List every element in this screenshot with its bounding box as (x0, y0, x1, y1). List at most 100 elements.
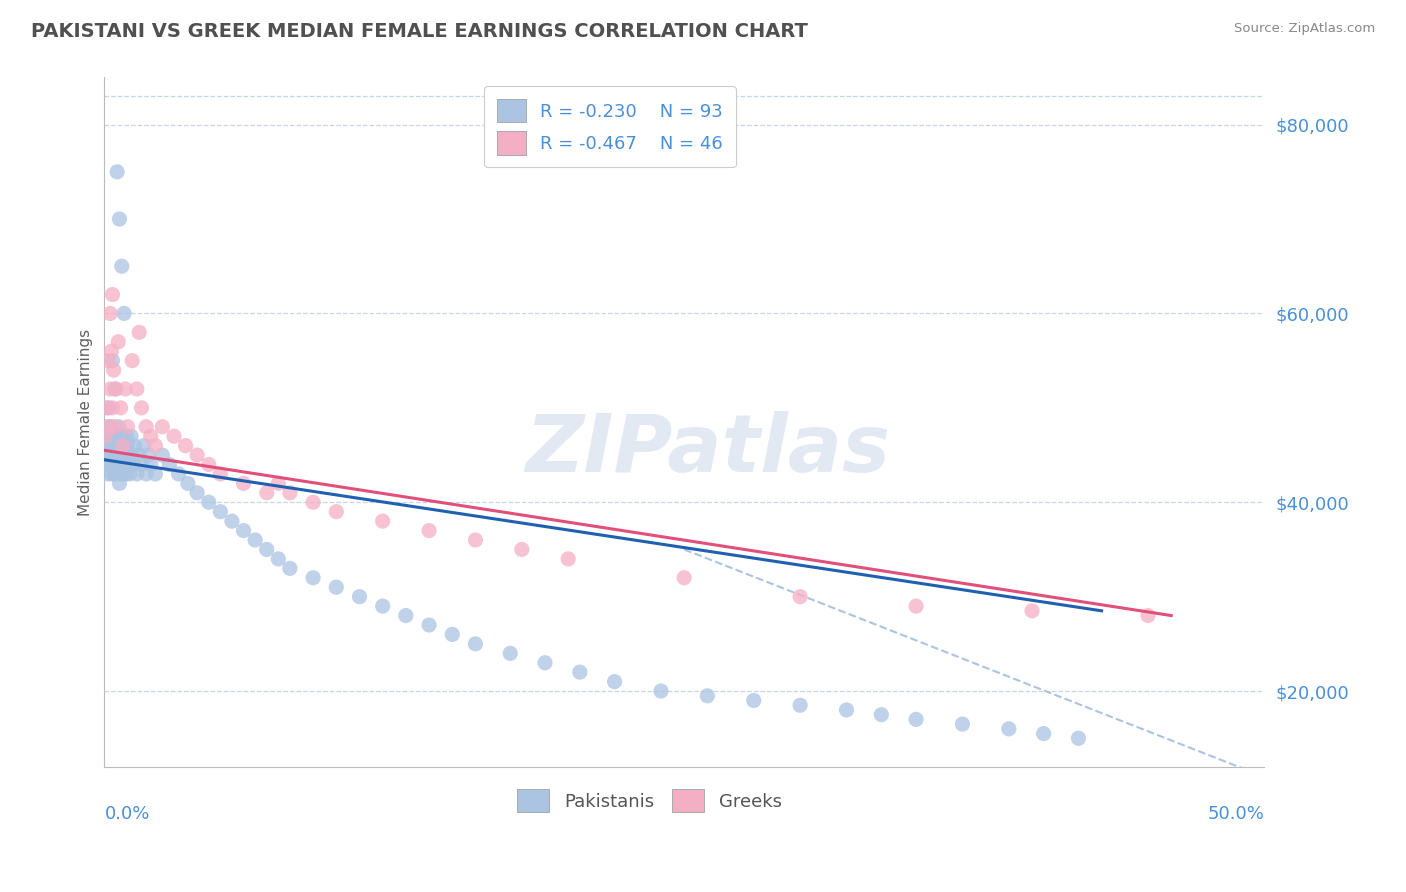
Point (510, 542, 533, 557)
Point (122, 458, 145, 472)
Point (135, 419, 157, 434)
Point (145, 439, 167, 453)
Point (98, 458, 121, 472)
Point (167, 467, 190, 481)
Point (325, 580, 347, 594)
Point (105, 165, 128, 179)
Point (114, 382, 136, 396)
Point (101, 353, 124, 368)
Point (111, 259, 134, 273)
Point (107, 334, 129, 349)
Point (742, 693, 765, 707)
Point (441, 627, 464, 641)
Point (789, 698, 811, 713)
Point (371, 514, 394, 528)
Point (111, 458, 134, 472)
Point (145, 467, 167, 481)
Point (121, 353, 143, 368)
Point (117, 419, 139, 434)
Point (110, 401, 132, 415)
Point (112, 467, 135, 481)
Point (135, 467, 157, 481)
Point (1032, 726, 1054, 740)
Point (534, 656, 557, 670)
Point (118, 458, 141, 472)
Point (232, 524, 254, 538)
Point (115, 448, 138, 462)
Point (98, 306, 121, 320)
Point (112, 448, 135, 462)
Point (302, 571, 325, 585)
Text: 0.0%: 0.0% (104, 805, 150, 823)
Point (395, 608, 418, 623)
Point (128, 326, 150, 340)
Point (221, 514, 243, 528)
Point (104, 382, 127, 396)
Point (96, 458, 118, 472)
Point (104, 429, 127, 443)
Point (100, 344, 122, 359)
Point (96, 401, 118, 415)
Point (103, 458, 125, 472)
Point (94, 429, 117, 443)
Point (111, 448, 134, 462)
Point (108, 476, 131, 491)
Point (325, 505, 347, 519)
Point (278, 561, 301, 575)
Legend: Pakistanis, Greeks: Pakistanis, Greeks (509, 782, 789, 820)
Point (905, 712, 928, 726)
Text: 50.0%: 50.0% (1208, 805, 1264, 823)
Point (96, 419, 118, 434)
Point (114, 439, 136, 453)
Point (1067, 731, 1090, 746)
Point (568, 665, 591, 680)
Point (256, 542, 278, 557)
Point (131, 458, 153, 472)
Point (98, 429, 121, 443)
Point (557, 552, 579, 566)
Point (103, 429, 125, 443)
Point (243, 533, 266, 547)
Point (132, 439, 155, 453)
Point (998, 722, 1021, 736)
Point (197, 458, 219, 472)
Point (107, 419, 129, 434)
Point (186, 448, 208, 462)
Point (101, 401, 124, 415)
Point (157, 458, 180, 472)
Point (302, 495, 325, 509)
Point (97, 353, 120, 368)
Point (98, 419, 121, 434)
Point (150, 448, 173, 462)
Point (696, 689, 718, 703)
Point (267, 552, 290, 566)
Y-axis label: Median Female Earnings: Median Female Earnings (79, 328, 93, 516)
Point (114, 467, 136, 481)
Point (197, 495, 219, 509)
Text: Source: ZipAtlas.com: Source: ZipAtlas.com (1234, 22, 1375, 36)
Point (139, 429, 162, 443)
Text: PAKISTANI VS GREEK MEDIAN FEMALE EARNINGS CORRELATION CHART: PAKISTANI VS GREEK MEDIAN FEMALE EARNING… (31, 22, 808, 41)
Point (209, 505, 232, 519)
Point (104, 382, 127, 396)
Point (111, 429, 134, 443)
Point (789, 590, 811, 604)
Point (108, 212, 131, 227)
Point (464, 533, 486, 547)
Point (101, 467, 124, 481)
Point (124, 439, 146, 453)
Point (232, 476, 254, 491)
Point (103, 363, 125, 377)
Point (371, 599, 394, 613)
Point (103, 439, 125, 453)
Point (174, 439, 197, 453)
Point (177, 476, 200, 491)
Point (1021, 604, 1043, 618)
Point (100, 419, 122, 434)
Point (131, 401, 153, 415)
Point (150, 419, 173, 434)
Point (125, 467, 148, 481)
Point (499, 646, 522, 660)
Point (464, 637, 486, 651)
Point (650, 684, 672, 698)
